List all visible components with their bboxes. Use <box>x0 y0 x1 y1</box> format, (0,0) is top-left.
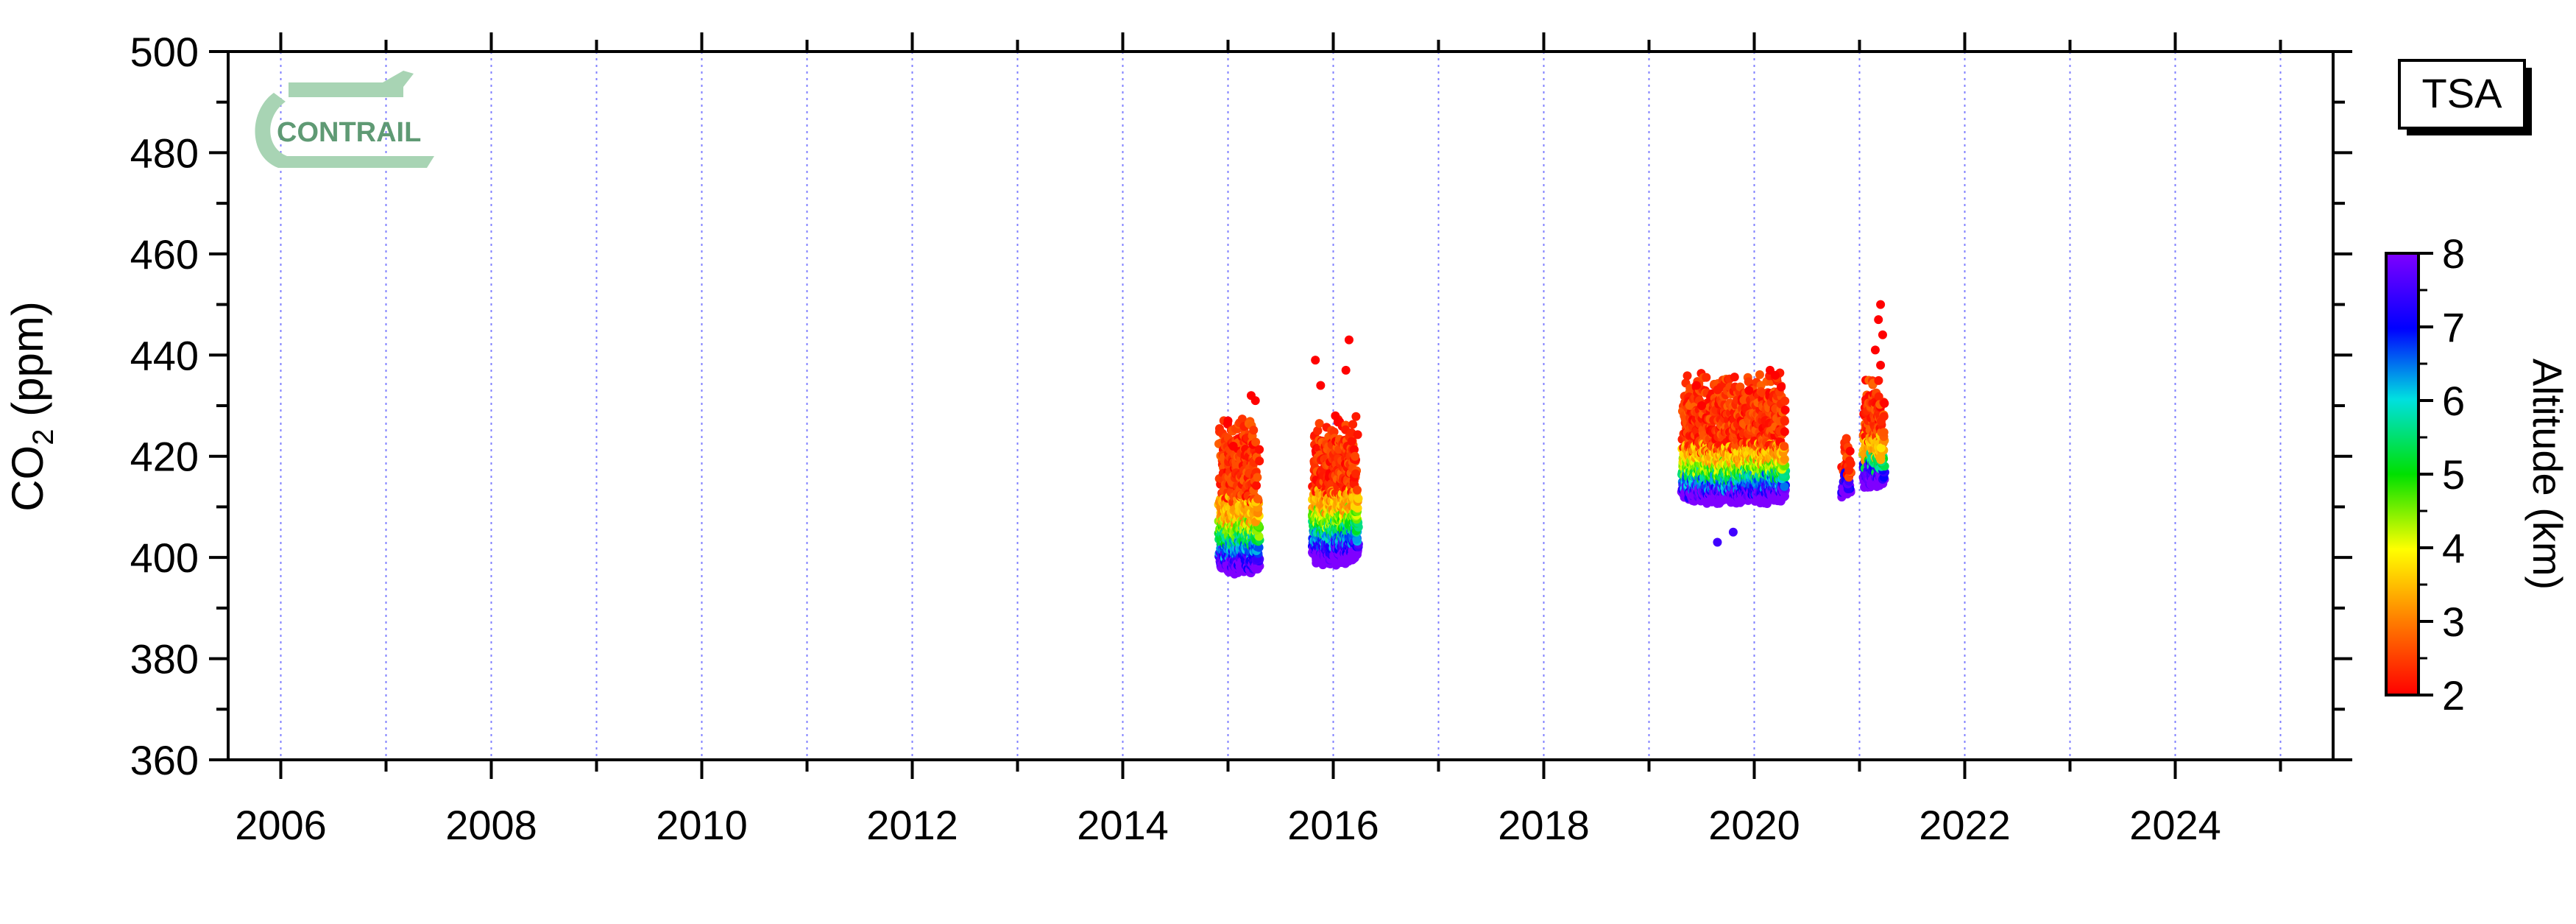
data-point <box>1351 412 1360 421</box>
data-point <box>1351 470 1360 479</box>
data-point <box>1253 473 1262 482</box>
data-point <box>1348 420 1357 429</box>
data-point <box>1255 445 1264 454</box>
data-point <box>1348 437 1356 445</box>
data-point <box>1255 456 1264 465</box>
data-points <box>1214 300 1889 579</box>
grid-lines <box>281 52 2281 760</box>
data-point <box>1354 430 1362 439</box>
data-point <box>1354 494 1362 503</box>
data-point <box>1252 482 1261 490</box>
data-point <box>1351 452 1359 461</box>
data-point <box>1249 426 1258 434</box>
data-point <box>1353 485 1362 494</box>
data-point <box>1253 495 1262 504</box>
data-point <box>1313 426 1322 435</box>
data-point <box>1702 373 1710 382</box>
data-point <box>1683 371 1692 380</box>
